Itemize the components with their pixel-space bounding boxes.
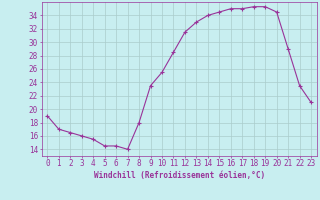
X-axis label: Windchill (Refroidissement éolien,°C): Windchill (Refroidissement éolien,°C) (94, 171, 265, 180)
